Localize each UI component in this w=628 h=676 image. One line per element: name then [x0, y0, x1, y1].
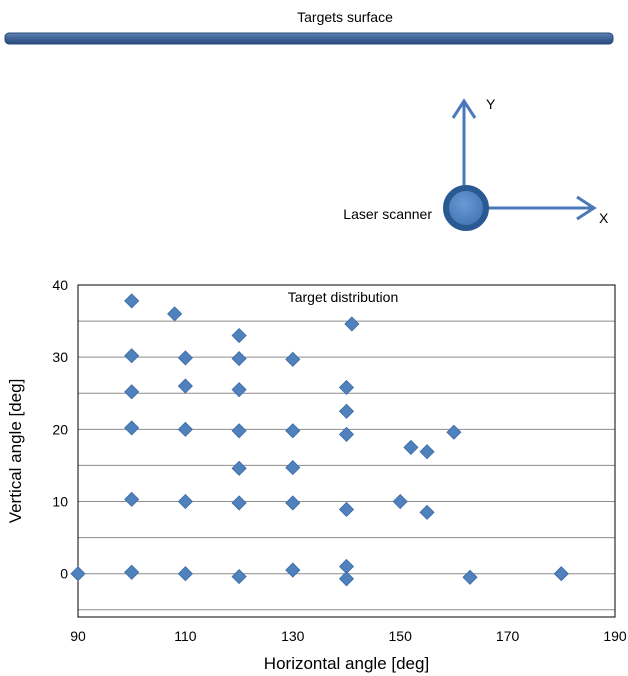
x-tick-label: 190: [603, 628, 627, 644]
data-point: [338, 403, 355, 419]
data-point: [344, 316, 360, 332]
x-tick-label: 110: [174, 628, 197, 644]
targets-surface-bar: [4, 32, 614, 45]
data-point: [231, 569, 247, 585]
data-point: [124, 564, 140, 580]
data-point: [231, 495, 247, 511]
data-point: [338, 379, 355, 396]
data-point: [70, 566, 86, 582]
laser-scanner-label: Laser scanner: [343, 206, 432, 222]
x-arrowhead-icon: [576, 195, 597, 221]
laser-scanner-icon: [443, 185, 489, 231]
y-tick-label: 0: [60, 566, 68, 582]
x-axis-title: Horizontal angle [deg]: [264, 654, 429, 673]
data-point: [124, 384, 140, 400]
data-point: [553, 566, 569, 582]
data-point: [177, 566, 193, 582]
data-point: [285, 495, 301, 511]
data-point: [124, 420, 140, 436]
data-point: [231, 382, 247, 398]
data-point: [419, 444, 435, 460]
data-point: [177, 378, 193, 394]
data-point: [231, 327, 247, 344]
data-point: [167, 306, 183, 322]
data-point: [177, 350, 193, 366]
data-point: [124, 293, 140, 309]
data-point: [285, 351, 301, 367]
data-point: [124, 348, 140, 364]
data-point: [403, 439, 419, 455]
data-point: [231, 423, 247, 439]
data-point: [392, 493, 408, 510]
y-tick-label: 30: [52, 349, 68, 365]
targets-surface-label: Targets surface: [297, 9, 393, 25]
chart-title: Target distribution: [288, 289, 399, 305]
data-point: [177, 421, 193, 437]
x-tick-label: 150: [389, 628, 413, 644]
y-axis-label: Y: [486, 96, 496, 112]
axis-ticks: 0 10 20 30 40 90 110 130 150 170 190: [52, 277, 626, 644]
data-points: [70, 293, 569, 587]
data-point: [338, 501, 355, 518]
x-tick-label: 130: [281, 628, 305, 644]
scanner-diagram: Targets surface Y X Laser scanner: [4, 9, 614, 231]
scatter-chart: 0 10 20 30 40 90 110 130 150 170 190 Target distri…: [6, 277, 627, 673]
y-tick-label: 20: [52, 421, 68, 437]
data-point: [446, 424, 462, 440]
data-point: [462, 569, 478, 585]
data-point: [285, 423, 301, 439]
y-axis-title: Vertical angle [deg]: [6, 379, 25, 524]
data-point: [338, 426, 355, 442]
x-tick-label: 90: [70, 628, 86, 644]
data-point: [231, 351, 247, 367]
data-point: [338, 571, 355, 587]
data-point: [124, 491, 140, 507]
y-arrowhead-icon: [451, 98, 477, 119]
data-point: [285, 562, 301, 578]
data-point: [177, 493, 193, 510]
y-tick-label: 40: [52, 277, 68, 293]
data-point: [285, 460, 301, 476]
y-tick-label: 10: [52, 494, 68, 510]
x-axis-label: X: [599, 210, 609, 226]
plot-area-frame: [77, 284, 616, 618]
x-tick-label: 170: [496, 628, 520, 644]
data-point: [419, 504, 435, 520]
data-point: [231, 460, 247, 476]
